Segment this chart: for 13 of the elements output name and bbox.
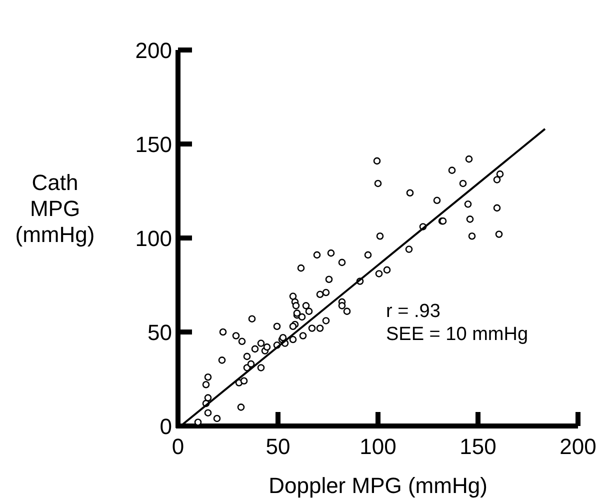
x-tick-label: 50 (266, 434, 290, 459)
y-tick-label: 50 (148, 320, 172, 345)
x-tick-label: 200 (560, 434, 596, 459)
y-tick-label: 200 (135, 38, 172, 63)
x-tick-label: 150 (460, 434, 496, 459)
y-axis-title: Cath MPG (mmHg) (15, 170, 95, 247)
x-tick-label: 100 (360, 434, 396, 459)
annotation: SEE = 10 mmHg (386, 324, 528, 345)
y-tick-label: 0 (160, 414, 172, 439)
x-axis-title: Doppler MPG (mmHg) (268, 473, 488, 498)
annotation: r = .93 (386, 300, 440, 322)
y-tick-label: 150 (135, 132, 172, 157)
y-tick-label: 100 (135, 226, 172, 251)
